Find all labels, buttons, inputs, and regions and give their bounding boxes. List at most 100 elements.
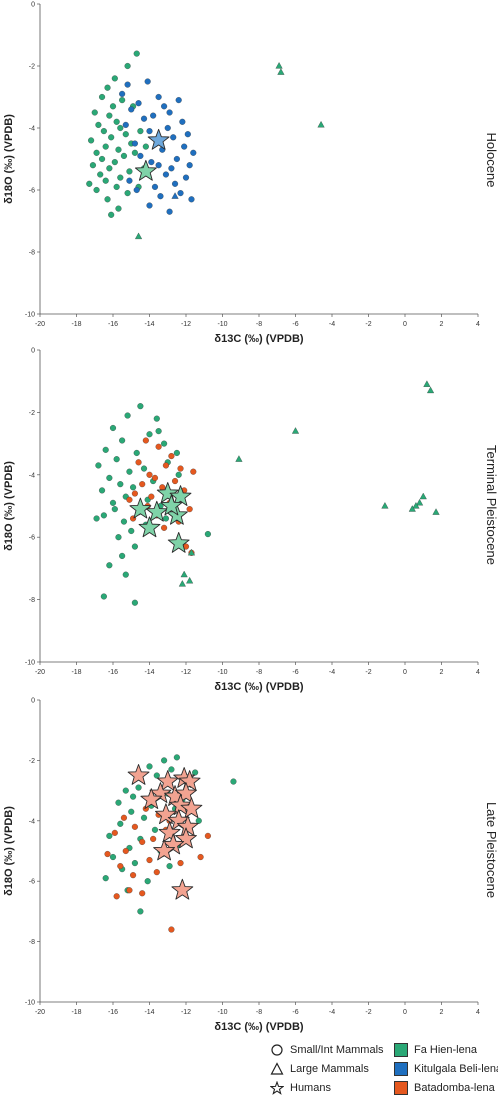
data-point-circle: [161, 440, 168, 447]
data-point-circle: [175, 97, 182, 104]
data-point-circle: [89, 162, 96, 169]
data-point-circle: [115, 799, 122, 806]
data-point-circle: [148, 159, 155, 166]
data-point-star: [156, 770, 179, 791]
data-point-star: [145, 500, 168, 522]
data-point-circle: [100, 593, 107, 600]
data-point-circle: [153, 772, 160, 779]
data-point-triangle: [275, 62, 283, 69]
x-axis-label: δ13C (‰) (VPDB): [214, 681, 304, 693]
data-point-star: [176, 815, 199, 837]
data-point-circle: [99, 93, 106, 101]
data-point-circle: [108, 134, 115, 141]
triangle-icon: [270, 1062, 284, 1075]
data-point-circle: [186, 506, 193, 513]
panel-holocene: -20 -18 -16 -14 -12 -10 -8 -6 -4 -2 0 2 40-2-4-6-8-1…: [3, 2, 498, 346]
kitulgala-swatch: [394, 1062, 408, 1076]
data-point-circle: [135, 459, 142, 466]
data-point-circle: [131, 149, 138, 156]
legend-label-kitulgala: Kitulgala Beli-lena: [414, 1063, 498, 1075]
data-point-circle: [155, 162, 162, 169]
data-point-circle: [137, 152, 144, 159]
x-tick-label: 4: [476, 669, 480, 676]
y-tick-label: -8: [29, 597, 35, 604]
data-point-circle: [146, 763, 153, 770]
y-tick-label: -10: [25, 312, 35, 319]
data-point-star: [175, 782, 197, 803]
data-point-circle: [111, 75, 118, 82]
data-point-star: [178, 770, 201, 791]
data-point-circle: [93, 149, 100, 156]
x-tick-label: -2: [365, 1009, 371, 1016]
data-point-circle: [151, 474, 159, 481]
data-point-circle: [102, 177, 109, 184]
x-tick-label: -12: [181, 321, 191, 328]
data-point-circle: [135, 100, 142, 107]
data-point-circle: [117, 124, 124, 132]
data-point-star: [160, 494, 183, 516]
data-point-triangle: [291, 427, 300, 434]
legend-triangle: Large Mammals: [270, 1061, 369, 1077]
x-tick-label: -4: [329, 321, 335, 328]
x-tick-label: -6: [292, 1009, 298, 1016]
y-tick-label: -4: [29, 818, 35, 825]
data-point-circle: [109, 103, 117, 110]
data-point-triangle: [419, 492, 427, 500]
data-point-circle: [173, 754, 180, 761]
data-point-circle: [128, 527, 135, 535]
data-point-triangle: [134, 232, 143, 240]
x-tick-label: -14: [144, 669, 154, 676]
data-point-circle: [106, 165, 113, 172]
legend-star: Humans: [270, 1080, 331, 1096]
data-point-circle: [157, 193, 164, 200]
data-point-triangle: [426, 386, 435, 394]
data-point-circle: [100, 128, 107, 135]
data-point-circle: [140, 115, 148, 122]
data-point-circle: [93, 515, 100, 522]
data-point-star: [156, 482, 179, 503]
data-point-circle: [146, 431, 153, 438]
data-point-circle: [106, 112, 113, 119]
x-tick-label: -6: [292, 669, 298, 676]
data-point-circle: [128, 106, 135, 113]
data-point-triangle: [187, 548, 196, 556]
y-axis-label: δ18O (‰) (VPDB): [3, 806, 15, 896]
data-point-circle: [188, 196, 195, 203]
x-tick-label: -2: [365, 669, 371, 676]
data-point-circle: [126, 177, 133, 184]
x-tick-label: 2: [440, 669, 444, 676]
data-point-star: [149, 782, 172, 803]
panel-title: Terminal Pleistocene: [484, 445, 498, 565]
data-point-circle: [108, 211, 115, 218]
data-point-circle: [195, 817, 202, 824]
x-tick-label: -8: [256, 1009, 262, 1016]
data-point-circle: [117, 863, 124, 870]
data-point-circle: [104, 196, 111, 203]
legend-batadomba: Batadomba-lena: [394, 1080, 495, 1096]
data-point-circle: [99, 155, 106, 163]
data-point-circle: [88, 137, 95, 144]
data-point-circle: [104, 850, 111, 858]
data-point-circle: [119, 437, 126, 444]
data-point-circle: [170, 134, 177, 141]
x-tick-label: -10: [217, 321, 227, 328]
data-point-circle: [177, 860, 184, 867]
data-point-circle: [153, 415, 160, 422]
x-tick-label: -20: [35, 321, 45, 328]
data-point-circle: [130, 484, 137, 491]
data-point-circle: [109, 499, 117, 506]
data-point-circle: [161, 524, 168, 531]
data-point-circle: [181, 143, 188, 150]
data-point-circle: [122, 571, 129, 578]
data-point-circle: [168, 926, 175, 933]
data-point-circle: [144, 878, 151, 885]
data-point-circle: [230, 778, 237, 785]
y-axis-label: δ18O (‰) (VPDB): [3, 114, 15, 204]
y-tick-label: -6: [29, 188, 35, 195]
data-point-star: [155, 803, 177, 825]
data-point-circle: [115, 146, 122, 153]
data-point-circle: [128, 808, 135, 815]
data-point-circle: [106, 562, 113, 569]
data-point-circle: [184, 131, 191, 138]
data-point-circle: [102, 875, 109, 882]
